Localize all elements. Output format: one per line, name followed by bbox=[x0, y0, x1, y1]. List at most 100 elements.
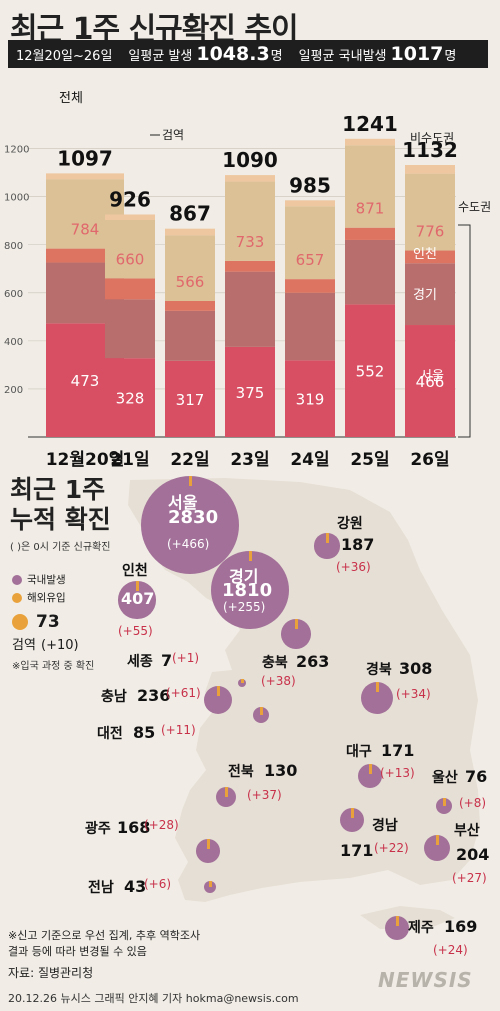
region-new-incheon: (+55) bbox=[118, 624, 153, 638]
seoul-value-label: 473 bbox=[71, 372, 100, 390]
metro-total-label: 871 bbox=[356, 200, 385, 218]
region-new-seoul: (+466) bbox=[167, 537, 210, 551]
seoul-value-label: 375 bbox=[236, 384, 265, 402]
total-value-label: 926 bbox=[109, 187, 151, 211]
overseas-wedge-ulsan bbox=[442, 797, 446, 806]
legend-overseas-label: 해외유입 bbox=[27, 592, 66, 604]
seoul-value-label: 466 bbox=[416, 373, 445, 391]
region-new-jeonnam: (+6) bbox=[144, 877, 172, 891]
bar-segment-서울 bbox=[165, 360, 215, 437]
region-name-daejeon: 대전 bbox=[97, 726, 123, 742]
overseas-wedge-incheon bbox=[135, 581, 139, 592]
overseas-wedge-gangwon bbox=[325, 533, 329, 544]
region-total-seoul: 2830 bbox=[168, 507, 219, 528]
bar-segment-검역 bbox=[46, 173, 124, 180]
metro-total-label: 733 bbox=[236, 233, 265, 251]
footnote: ※신고 기준으로 우선 집계, 추후 역학조사 결과 등에 따라 변경될 수 있… bbox=[8, 928, 200, 960]
region-total-gyeongbuk: 308 bbox=[399, 659, 433, 678]
overseas-wedge-chungbuk bbox=[294, 619, 298, 630]
section2-title-line2: 누적 확진 bbox=[10, 505, 111, 534]
legend-domestic-label: 국내발생 bbox=[27, 574, 66, 586]
watermark: NEWSIS bbox=[378, 968, 473, 992]
y-tick-label: 1000 bbox=[4, 193, 29, 204]
bar-segment-서울 bbox=[105, 358, 155, 437]
region-name-jeju: 제주 bbox=[408, 920, 434, 936]
region-new-gyeongnam: (+22) bbox=[374, 841, 409, 855]
total-value-label: 985 bbox=[289, 173, 331, 197]
region-total-jeju: 169 bbox=[444, 917, 478, 936]
overseas-wedge-jeonbuk bbox=[224, 786, 228, 797]
region-bubble-gyeonggi bbox=[210, 550, 290, 630]
region-new-gyeonggi: (+255) bbox=[223, 600, 266, 614]
y-tick-label: 800 bbox=[4, 241, 23, 252]
region-new-ulsan: (+8) bbox=[459, 796, 487, 810]
region-new-jeonbuk: (+37) bbox=[247, 788, 282, 802]
region-name-jeonnam: 전남 bbox=[88, 880, 114, 896]
region-new-sejong: (+1) bbox=[172, 651, 200, 665]
seoul-value-label: 319 bbox=[296, 391, 325, 409]
quarantine-new: (+10) bbox=[41, 638, 79, 653]
metro-total-label: 784 bbox=[71, 221, 100, 239]
region-bubble-jeonbuk bbox=[215, 786, 237, 808]
seoul-value-label: 552 bbox=[356, 363, 385, 381]
x-tick-label: 25일 bbox=[350, 450, 389, 470]
y-tick-label: 200 bbox=[4, 385, 23, 396]
overseas-wedge-daegu bbox=[368, 763, 372, 774]
region-total-chungbuk: 263 bbox=[296, 652, 330, 671]
region-name-incheon: 인천 bbox=[122, 563, 148, 579]
bar-segment-검역 bbox=[285, 200, 335, 207]
region-total-jeonnam: 43 bbox=[124, 877, 147, 896]
region-new-busan: (+27) bbox=[452, 871, 487, 885]
x-tick-label: 12월20일 bbox=[46, 450, 125, 470]
quarantine-label: 검역 bbox=[12, 638, 36, 653]
bar-segment-경기 bbox=[165, 310, 215, 361]
bar-segment-검역 bbox=[225, 175, 275, 182]
bar-segment-비수도권 bbox=[105, 220, 155, 279]
x-tick-label: 21일 bbox=[110, 450, 149, 470]
section2-title: 최근 1주 누적 확진 bbox=[10, 475, 111, 535]
overseas-wedge-gwangju bbox=[206, 839, 210, 850]
legend-domestic-swatch bbox=[12, 574, 22, 585]
bar-segment-인천 bbox=[165, 300, 215, 311]
overseas-wedge-daejeon bbox=[259, 706, 263, 715]
overseas-wedge-jeonnam bbox=[208, 880, 212, 887]
region-new-gwangju: (+28) bbox=[144, 818, 179, 832]
quarantine-value: 73 bbox=[36, 612, 60, 632]
bar-segment-비수도권 bbox=[285, 206, 335, 280]
bar-segment-서울 bbox=[225, 346, 275, 437]
region-new-gyeongbuk: (+34) bbox=[396, 687, 431, 701]
region-name-busan: 부산 bbox=[454, 823, 480, 839]
region-name-ulsan: 울산 bbox=[432, 770, 458, 786]
region-name-gyeonggi: 경기 bbox=[229, 567, 259, 586]
region-total-daegu: 171 bbox=[381, 741, 415, 760]
section2-note: ( )은 0시 기준 신규확진 bbox=[10, 542, 111, 553]
avg-unit: 명 bbox=[270, 48, 283, 64]
region-new-daegu: (+13) bbox=[380, 766, 415, 780]
bar-segment-검역 bbox=[405, 164, 455, 174]
total-value-label: 1132 bbox=[402, 138, 458, 162]
metro-total-label: 566 bbox=[176, 273, 205, 291]
bar-segment-경기 bbox=[405, 263, 455, 326]
region-total-sejong: 7 bbox=[161, 651, 173, 670]
bar-segment-서울 bbox=[345, 304, 395, 437]
bar-segment-경기 bbox=[105, 299, 155, 359]
bar-segment-인천 bbox=[285, 279, 335, 293]
region-name-gangwon: 강원 bbox=[337, 516, 363, 532]
region-total-gwangju: 168 bbox=[117, 818, 151, 837]
label-metro: 수도권 bbox=[458, 200, 491, 214]
total-value-label: 1090 bbox=[222, 148, 278, 172]
region-total-gangwon: 187 bbox=[341, 535, 375, 554]
y-tick-label: 400 bbox=[4, 337, 23, 348]
overseas-wedge-gyeongbuk bbox=[375, 681, 379, 692]
overseas-wedge-seoul bbox=[188, 476, 192, 487]
region-bubble-jeju bbox=[385, 916, 409, 940]
bar-segment-인천 bbox=[225, 260, 275, 272]
credit: 20.12.26 뉴시스 그래픽 안지혜 기자 hokma@newsis.com bbox=[8, 992, 299, 1005]
domestic-value: 1017 bbox=[390, 43, 444, 65]
quarantine-block: 73 검역 (+10) ※입국 과정 중 확진 bbox=[12, 612, 94, 672]
region-name-gwangju: 광주 bbox=[85, 821, 111, 837]
region-name-daegu: 대구 bbox=[346, 744, 372, 760]
region-total-busan: 204 bbox=[456, 845, 490, 864]
overseas-wedge-gyeonggi bbox=[248, 550, 252, 561]
region-new-chungbuk: (+38) bbox=[261, 674, 296, 688]
